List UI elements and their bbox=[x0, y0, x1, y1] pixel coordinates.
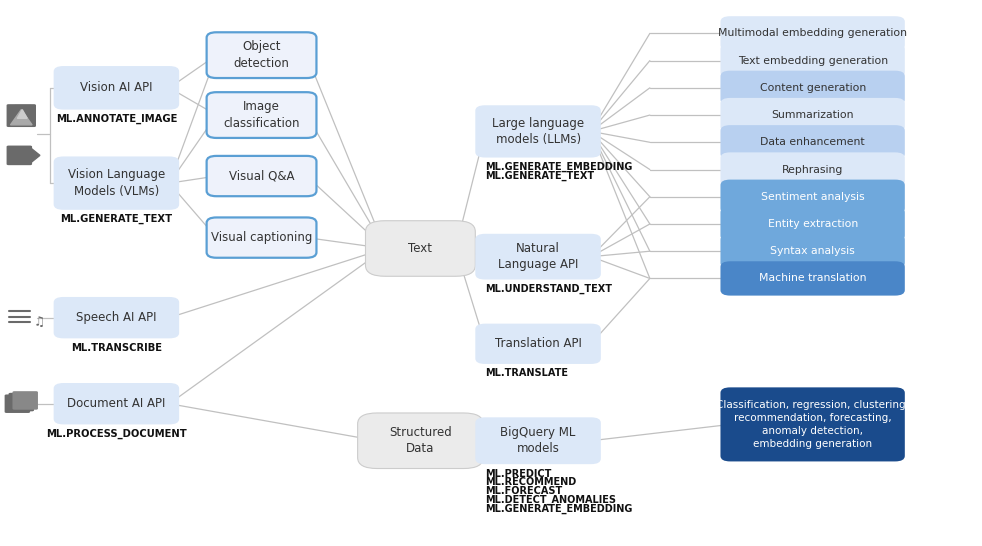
FancyBboxPatch shape bbox=[721, 70, 904, 105]
Text: Text embedding generation: Text embedding generation bbox=[737, 56, 888, 66]
Text: ML.PROCESS_DOCUMENT: ML.PROCESS_DOCUMENT bbox=[46, 429, 187, 439]
Text: Visual captioning: Visual captioning bbox=[211, 231, 312, 244]
Polygon shape bbox=[18, 110, 27, 118]
FancyBboxPatch shape bbox=[475, 234, 601, 280]
Text: ML.GENERATE_TEXT: ML.GENERATE_TEXT bbox=[485, 170, 594, 181]
FancyBboxPatch shape bbox=[365, 221, 475, 276]
Text: Document AI API: Document AI API bbox=[67, 397, 166, 410]
FancyBboxPatch shape bbox=[721, 125, 904, 159]
FancyBboxPatch shape bbox=[5, 394, 30, 413]
Text: Content generation: Content generation bbox=[759, 83, 866, 93]
FancyBboxPatch shape bbox=[7, 104, 36, 127]
FancyBboxPatch shape bbox=[721, 152, 904, 187]
FancyBboxPatch shape bbox=[721, 98, 904, 132]
FancyBboxPatch shape bbox=[721, 207, 904, 241]
Text: Data enhancement: Data enhancement bbox=[760, 137, 865, 147]
Text: Machine translation: Machine translation bbox=[759, 274, 866, 283]
Text: ⛰: ⛰ bbox=[19, 109, 26, 122]
FancyBboxPatch shape bbox=[206, 217, 316, 258]
Polygon shape bbox=[31, 149, 40, 163]
Text: Sentiment analysis: Sentiment analysis bbox=[761, 192, 864, 202]
Text: Natural
Language API: Natural Language API bbox=[498, 242, 578, 271]
FancyBboxPatch shape bbox=[13, 391, 38, 410]
FancyBboxPatch shape bbox=[475, 417, 601, 464]
Text: Syntax analysis: Syntax analysis bbox=[770, 246, 855, 256]
FancyBboxPatch shape bbox=[54, 297, 179, 339]
Text: Rephrasing: Rephrasing bbox=[782, 164, 844, 175]
FancyBboxPatch shape bbox=[721, 44, 904, 78]
FancyBboxPatch shape bbox=[9, 393, 34, 411]
Text: ML.PREDICT: ML.PREDICT bbox=[485, 468, 552, 478]
FancyBboxPatch shape bbox=[7, 146, 32, 165]
Text: ML.GENERATE_EMBEDDING: ML.GENERATE_EMBEDDING bbox=[485, 162, 632, 172]
Text: Vision AI API: Vision AI API bbox=[81, 81, 152, 94]
Text: ML.TRANSCRIBE: ML.TRANSCRIBE bbox=[71, 343, 162, 353]
FancyBboxPatch shape bbox=[475, 105, 601, 158]
Text: ML.FORECAST: ML.FORECAST bbox=[485, 486, 563, 496]
Text: Entity extraction: Entity extraction bbox=[768, 219, 857, 229]
FancyBboxPatch shape bbox=[721, 262, 904, 295]
FancyBboxPatch shape bbox=[206, 92, 316, 138]
Text: ♫: ♫ bbox=[34, 316, 45, 329]
Text: ML.DETECT_ANOMALIES: ML.DETECT_ANOMALIES bbox=[485, 495, 616, 505]
FancyBboxPatch shape bbox=[721, 16, 904, 51]
Text: Visual Q&A: Visual Q&A bbox=[229, 170, 295, 182]
FancyBboxPatch shape bbox=[206, 156, 316, 196]
Text: ML.GENERATE_EMBEDDING: ML.GENERATE_EMBEDDING bbox=[485, 503, 632, 514]
Text: Translation API: Translation API bbox=[495, 337, 581, 351]
Text: ML.TRANSLATE: ML.TRANSLATE bbox=[485, 369, 569, 378]
Text: ML.ANNOTATE_IMAGE: ML.ANNOTATE_IMAGE bbox=[56, 114, 177, 124]
Text: Image
classification: Image classification bbox=[223, 100, 300, 130]
Text: BigQuery ML
models: BigQuery ML models bbox=[501, 426, 575, 455]
FancyBboxPatch shape bbox=[721, 180, 904, 214]
Text: Summarization: Summarization bbox=[772, 110, 854, 120]
FancyBboxPatch shape bbox=[357, 413, 483, 468]
FancyBboxPatch shape bbox=[475, 324, 601, 364]
Text: Multimodal embedding generation: Multimodal embedding generation bbox=[718, 28, 907, 38]
Text: Text: Text bbox=[409, 242, 432, 255]
Text: Structured
Data: Structured Data bbox=[389, 426, 452, 455]
FancyBboxPatch shape bbox=[721, 234, 904, 269]
Text: Object
detection: Object detection bbox=[234, 40, 290, 70]
Text: ML.GENERATE_TEXT: ML.GENERATE_TEXT bbox=[60, 214, 173, 224]
FancyBboxPatch shape bbox=[206, 32, 316, 78]
Text: █: █ bbox=[15, 104, 30, 126]
Polygon shape bbox=[11, 110, 32, 125]
Text: Speech AI API: Speech AI API bbox=[77, 311, 157, 324]
Text: ML.UNDERSTAND_TEXT: ML.UNDERSTAND_TEXT bbox=[485, 284, 612, 294]
FancyBboxPatch shape bbox=[54, 383, 179, 424]
Text: ML.RECOMMEND: ML.RECOMMEND bbox=[485, 477, 576, 487]
FancyBboxPatch shape bbox=[54, 157, 179, 210]
FancyBboxPatch shape bbox=[54, 66, 179, 110]
Text: Classification, regression, clustering,
recommendation, forecasting,
anomaly det: Classification, regression, clustering, … bbox=[716, 400, 909, 449]
Text: Large language
models (LLMs): Large language models (LLMs) bbox=[492, 117, 584, 146]
Text: Vision Language
Models (VLMs): Vision Language Models (VLMs) bbox=[68, 168, 165, 198]
FancyBboxPatch shape bbox=[721, 387, 904, 461]
